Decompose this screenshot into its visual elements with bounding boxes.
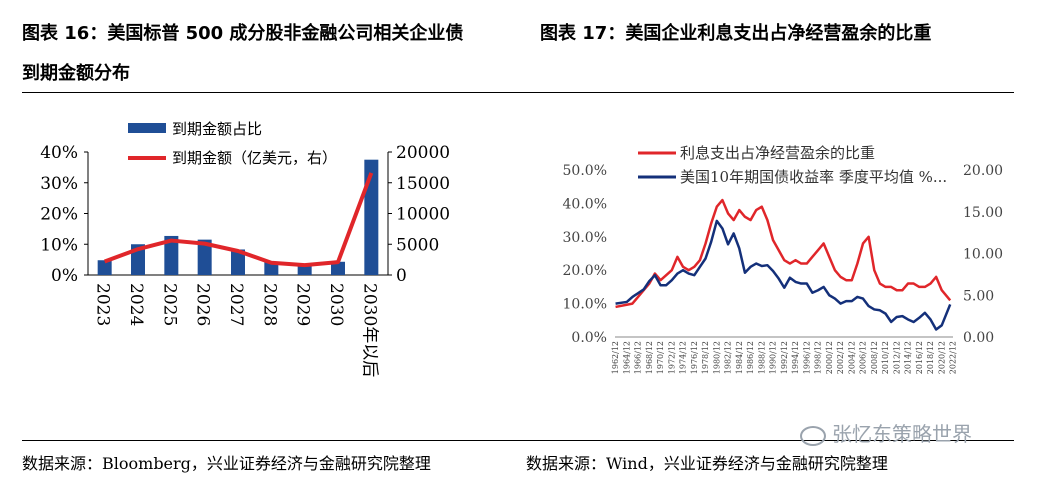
x-tick-label: 2030 — [326, 283, 346, 326]
x-tick-label: 2010/12 — [881, 341, 890, 374]
x-tick-label: 1984/12 — [735, 341, 744, 374]
legend-label-line: 到期金额（亿美元，右） — [172, 149, 337, 167]
legend-label-bar: 到期金额占比 — [172, 120, 262, 138]
bottom-rule — [22, 440, 1014, 441]
y2-tick-label: 0.00 — [963, 330, 994, 346]
figure16-title: 图表 16：美国标普 500 成分股非金融公司相关企业债 — [22, 23, 464, 44]
x-tick-label: 1976/12 — [690, 341, 699, 374]
y-tick-label: 30.0% — [563, 230, 607, 246]
x-tick-label: 2014/12 — [904, 341, 913, 374]
y-tick-label: 50.0% — [563, 163, 607, 179]
chart-interest-ratio: 0.0% 10.0% 20.0% 30.0% 40.0% 50.0% 0.00 5.00 10.… — [563, 144, 1004, 374]
x-tick-label: 1994/12 — [791, 341, 800, 374]
y-tick-label: 10% — [40, 235, 78, 255]
x-tick-label: 1970/12 — [656, 341, 665, 374]
x-tick-label: 2004/12 — [847, 341, 856, 374]
x-tick-label: 1968/12 — [645, 341, 654, 374]
x-tick-label: 2012/12 — [892, 341, 901, 374]
x-tick-label: 2022/12 — [949, 341, 958, 374]
legend-label-ratio: 利息支出占净经营盈余的比重 — [680, 144, 875, 162]
y2-tick-label: 15.00 — [963, 205, 1003, 221]
y-tick-label: 0.0% — [571, 330, 607, 346]
y2-tick-label: 5000 — [396, 235, 439, 255]
y2-tick-label: 20000 — [396, 143, 450, 163]
x-tick-label: 1966/12 — [634, 341, 643, 374]
x-tick-label: 2027 — [226, 283, 246, 326]
x-tick-label: 1998/12 — [814, 341, 823, 374]
line-series-treasury-yield — [615, 219, 952, 331]
x-tick-label: 1996/12 — [802, 341, 811, 374]
y2-tick-label: 10.00 — [963, 247, 1003, 263]
figure16-title-line2: 到期金额分布 — [22, 63, 130, 84]
x-tick-label: 2030年以后 — [359, 283, 379, 377]
bar — [331, 261, 345, 275]
y-tick-label: 40.0% — [563, 196, 607, 212]
line-series-amount — [103, 172, 374, 268]
y-tick-label: 10.0% — [563, 297, 607, 313]
x-tick-label: 1974/12 — [679, 341, 688, 374]
figure17-title: 图表 17：美国企业利息支出占净经营盈余的比重 — [540, 23, 932, 44]
y2-tick-label: 10000 — [396, 205, 450, 225]
x-tick-label: 1972/12 — [667, 341, 676, 374]
legend-label-yield: 美国10年期国债收益率 季度平均值 %... — [680, 168, 947, 186]
y-tick-label: 20% — [40, 205, 78, 225]
bar — [231, 249, 245, 275]
y-tick-label: 0% — [51, 266, 78, 286]
y-tick-label: 20.0% — [563, 263, 607, 279]
x-tick-label: 2026 — [193, 283, 213, 326]
bar — [97, 260, 112, 275]
bar — [164, 235, 179, 275]
x-tick-label: 2025 — [159, 283, 179, 326]
y-tick-label: 30% — [40, 174, 78, 194]
x-tick-label: 2000/12 — [825, 341, 834, 374]
bar — [264, 261, 279, 275]
x-tick-label: 2008/12 — [870, 341, 879, 374]
top-rule — [22, 92, 1014, 93]
bar — [297, 264, 312, 275]
x-tick-label: 1962/12 — [611, 341, 620, 374]
wechat-icon — [800, 425, 826, 446]
x-tick-label: 1992/12 — [780, 341, 789, 374]
x-tick-label: 1982/12 — [724, 341, 733, 374]
bar — [364, 159, 379, 275]
x-tick-label: 2002/12 — [836, 341, 845, 374]
x-tick-label: 2018/12 — [926, 341, 935, 374]
x-tick-label: 2024 — [126, 283, 146, 326]
x-tick-label: 2028 — [259, 283, 279, 326]
watermark-text: 张忆东策略世界 — [832, 422, 972, 446]
x-tick-label: 2016/12 — [915, 341, 924, 374]
line-series-interest-ratio — [615, 198, 952, 309]
y2-tick-label: 5.00 — [963, 288, 994, 304]
bar — [197, 239, 212, 275]
y2-tick-label: 0 — [396, 266, 407, 286]
x-tick-label: 2029 — [293, 283, 313, 326]
x-tick-label: 2006/12 — [859, 341, 868, 374]
y-tick-label: 40% — [40, 143, 78, 163]
chart-maturity-distribution: 0% 10% 20% 30% 40% 0 5000 10000 15000 20000 2023 20… — [40, 120, 450, 377]
x-tick-label: 1986/12 — [746, 341, 755, 374]
x-tick-label: 2023 — [93, 283, 113, 326]
x-tick-label: 1978/12 — [701, 341, 710, 374]
y2-tick-label: 15000 — [396, 174, 450, 194]
watermark: 张忆东策略世界 — [800, 418, 972, 447]
x-tick-label: 1980/12 — [712, 341, 721, 374]
y2-tick-label: 20.00 — [963, 163, 1003, 179]
figure17-source: 数据来源：Wind，兴业证券经济与金融研究院整理 — [526, 454, 888, 473]
legend-swatch-bar — [128, 123, 166, 133]
x-tick-label: 1964/12 — [622, 341, 631, 374]
x-tick-label: 1988/12 — [757, 341, 766, 374]
figure16-source: 数据来源：Bloomberg，兴业证券经济与金融研究院整理 — [22, 454, 431, 473]
x-tick-label: 1990/12 — [769, 341, 778, 374]
x-tick-label: 2020/12 — [937, 341, 946, 374]
